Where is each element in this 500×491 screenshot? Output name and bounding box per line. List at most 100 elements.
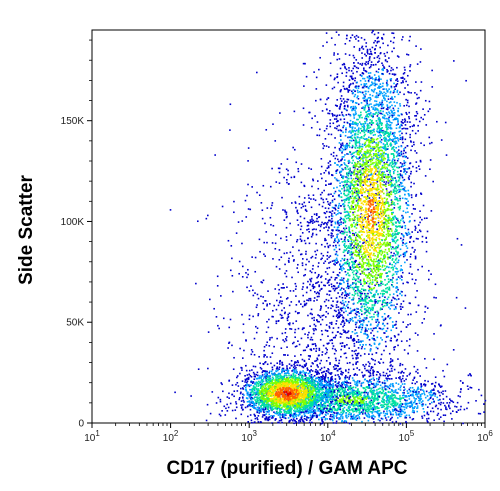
data-point xyxy=(343,406,346,409)
data-point xyxy=(385,385,388,387)
data-point xyxy=(337,286,340,288)
data-point xyxy=(300,239,303,242)
data-point xyxy=(346,98,349,101)
data-point xyxy=(236,381,239,384)
data-point xyxy=(374,234,376,237)
data-point xyxy=(377,221,380,224)
data-point xyxy=(359,177,362,180)
data-point xyxy=(381,308,383,310)
data-point xyxy=(278,171,281,174)
data-point xyxy=(285,168,288,171)
data-point xyxy=(335,306,338,309)
data-point xyxy=(363,156,365,159)
data-point xyxy=(370,130,373,132)
data-point xyxy=(376,128,379,130)
data-point xyxy=(428,100,431,103)
data-point xyxy=(370,408,372,410)
data-point xyxy=(352,391,355,393)
data-point xyxy=(377,118,380,121)
data-point xyxy=(345,356,348,359)
data-point xyxy=(372,401,375,404)
data-point xyxy=(310,206,313,209)
data-point xyxy=(469,373,472,376)
data-point xyxy=(394,141,396,143)
data-point xyxy=(381,146,384,149)
data-point xyxy=(429,108,431,110)
data-point xyxy=(355,243,358,246)
data-point xyxy=(352,404,355,406)
data-point xyxy=(325,351,328,354)
data-point xyxy=(284,211,287,213)
data-point xyxy=(318,68,320,71)
data-point xyxy=(427,110,430,113)
data-point xyxy=(361,52,363,54)
data-point xyxy=(392,413,394,416)
data-point xyxy=(400,165,403,168)
data-point xyxy=(333,52,335,54)
data-point xyxy=(371,186,374,189)
data-point xyxy=(318,414,321,416)
data-point xyxy=(368,296,370,299)
data-point xyxy=(355,419,358,421)
data-point xyxy=(330,323,333,326)
data-point xyxy=(386,401,388,403)
data-point xyxy=(321,257,323,260)
data-point xyxy=(389,90,392,93)
data-point xyxy=(391,404,393,406)
data-point xyxy=(350,387,353,390)
data-point xyxy=(363,403,366,405)
data-point xyxy=(311,387,313,389)
data-point xyxy=(349,258,352,261)
data-point xyxy=(484,399,487,402)
data-point xyxy=(451,418,453,420)
data-point xyxy=(371,366,374,369)
data-point xyxy=(226,403,228,406)
data-point xyxy=(352,159,354,162)
data-point xyxy=(390,377,393,380)
data-point xyxy=(304,268,307,271)
data-point xyxy=(403,78,406,80)
data-point xyxy=(358,297,360,300)
data-point xyxy=(399,195,401,197)
data-point xyxy=(370,137,373,139)
data-point xyxy=(319,229,321,232)
data-point xyxy=(367,52,369,55)
data-point xyxy=(411,382,414,385)
data-point xyxy=(397,199,399,202)
data-point xyxy=(366,249,368,252)
data-point xyxy=(395,83,398,86)
data-point xyxy=(374,311,377,314)
data-point xyxy=(344,67,347,69)
data-point xyxy=(353,46,356,48)
data-point xyxy=(350,399,353,402)
data-point xyxy=(338,398,341,401)
data-point xyxy=(379,46,381,49)
data-point xyxy=(347,168,350,171)
data-point xyxy=(285,393,288,396)
data-point xyxy=(335,359,337,362)
data-point xyxy=(288,304,291,307)
data-point xyxy=(345,374,347,377)
data-point xyxy=(386,397,389,400)
data-point xyxy=(387,386,390,389)
data-point xyxy=(421,393,423,395)
data-point xyxy=(319,338,322,341)
data-point xyxy=(312,402,315,405)
data-point xyxy=(357,97,360,100)
data-point xyxy=(341,412,344,415)
data-point xyxy=(353,117,356,119)
data-point xyxy=(372,113,375,115)
data-point xyxy=(286,297,289,299)
data-point xyxy=(376,318,379,321)
data-point xyxy=(416,395,419,398)
data-point xyxy=(308,197,310,199)
data-point xyxy=(370,388,373,390)
data-point xyxy=(354,386,357,389)
data-point xyxy=(432,388,435,390)
data-point xyxy=(402,410,404,413)
data-point xyxy=(386,395,388,398)
data-point xyxy=(384,99,386,101)
data-point xyxy=(349,266,351,268)
data-point xyxy=(327,97,330,99)
data-point xyxy=(326,267,329,270)
